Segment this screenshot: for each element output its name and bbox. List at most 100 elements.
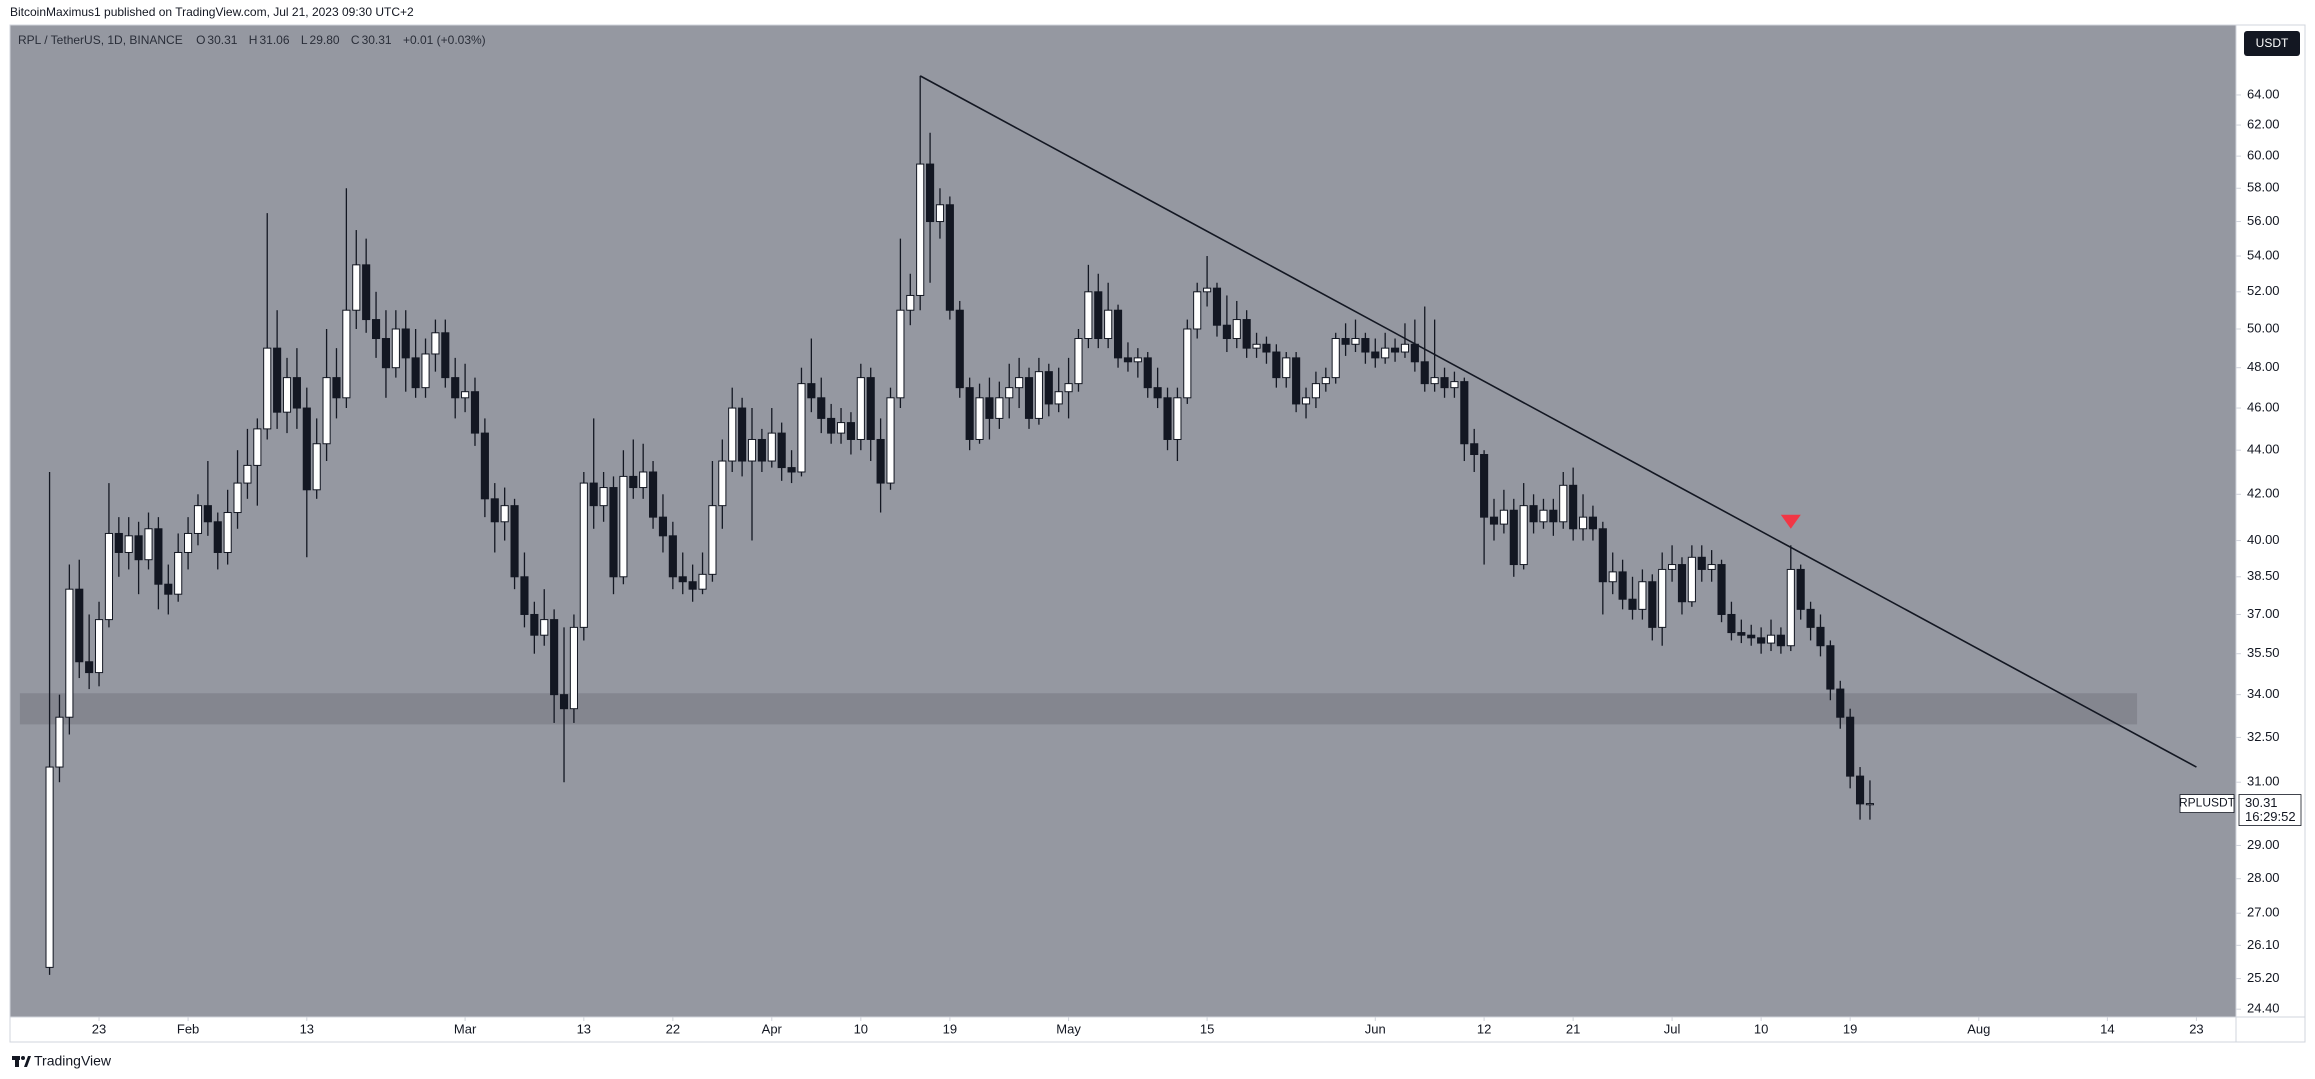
candle-down xyxy=(1272,351,1281,379)
candle-down xyxy=(1648,581,1657,628)
candle-up xyxy=(1104,309,1113,340)
candle-down xyxy=(1796,568,1805,610)
brand-logo xyxy=(12,1056,31,1067)
candle-up xyxy=(619,475,628,578)
candle-down xyxy=(1262,343,1271,353)
y-tick-label: 38.50 xyxy=(2247,568,2280,583)
candle-up xyxy=(174,551,183,595)
candle-down xyxy=(1776,634,1785,647)
candle-down xyxy=(371,319,381,340)
candle-down xyxy=(1480,454,1489,518)
candle-up xyxy=(1687,556,1696,603)
candle-up xyxy=(975,397,984,440)
candle-down xyxy=(1569,484,1578,530)
y-tick-label: 62.00 xyxy=(2247,116,2280,131)
candle-up xyxy=(94,619,104,674)
candle-down xyxy=(470,391,480,434)
candle-down xyxy=(1123,357,1133,363)
candle-up xyxy=(184,532,193,553)
candle-down xyxy=(649,471,658,518)
candle-down xyxy=(520,576,529,615)
candle-down xyxy=(401,328,410,359)
candle-down xyxy=(1855,775,1865,805)
candle-down xyxy=(1628,598,1637,610)
x-tick-label: 22 xyxy=(666,1021,680,1036)
legend-key: C xyxy=(351,33,360,47)
legend-value: 31.06 xyxy=(259,33,289,47)
candle-down xyxy=(827,417,836,434)
candle-up xyxy=(193,505,203,534)
y-tick-label: 44.00 xyxy=(2247,442,2280,457)
y-tick-label: 26.10 xyxy=(2247,937,2280,952)
candle-down xyxy=(965,387,974,440)
x-tick-label: 23 xyxy=(2189,1021,2203,1036)
legend-key: L xyxy=(301,33,308,47)
y-tick-label: 64.00 xyxy=(2247,86,2280,101)
candle-down xyxy=(1737,632,1746,636)
candle-up xyxy=(461,391,470,399)
frame xyxy=(9,24,2306,1043)
y-tick-label: 54.00 xyxy=(2247,247,2280,262)
candle-down xyxy=(1697,556,1706,570)
x-tick-label: 21 xyxy=(1566,1021,1580,1036)
candle-down xyxy=(1836,688,1845,718)
y-tick-label: 28.00 xyxy=(2247,870,2280,885)
candle-up xyxy=(1658,568,1667,628)
candle-down xyxy=(807,383,816,399)
candle-up xyxy=(1301,397,1311,405)
candle-up xyxy=(1450,381,1459,389)
candle-up xyxy=(144,528,153,561)
candle-up xyxy=(1034,371,1043,419)
candle-up xyxy=(1183,328,1192,399)
candle-up xyxy=(282,377,292,413)
candle-up xyxy=(233,482,242,514)
candle-down xyxy=(1440,377,1449,389)
x-tick-label: 10 xyxy=(854,1021,868,1036)
candle-down xyxy=(510,505,519,578)
candle-down xyxy=(1757,637,1766,644)
candle-up xyxy=(263,347,272,430)
candle-up xyxy=(1133,357,1142,363)
candle-up xyxy=(579,482,588,628)
x-tick-label: 13 xyxy=(577,1021,591,1036)
candle-down xyxy=(75,588,84,663)
countdown-label: 16:29:52 xyxy=(2245,809,2296,824)
candle-up xyxy=(935,204,945,223)
candle-down xyxy=(1371,351,1380,359)
candle-up xyxy=(223,512,232,553)
candle-down xyxy=(1163,397,1172,440)
candle-up xyxy=(1054,391,1063,405)
candle-down xyxy=(1509,509,1518,566)
candle-up xyxy=(124,535,133,553)
y-tick-label: 31.00 xyxy=(2247,774,2280,789)
x-tick-label: Feb xyxy=(177,1021,199,1036)
y-tick-label: 32.50 xyxy=(2247,729,2280,744)
currency-label[interactable]: USDT xyxy=(2256,36,2289,50)
y-tick-label: 42.00 xyxy=(2247,486,2280,501)
y-tick-label: 48.00 xyxy=(2247,359,2280,374)
candle-up xyxy=(1865,803,1875,806)
chart-legend: RPL / TetherUS, 1D, BINANCE O 30.31 H 31.0… xyxy=(18,33,486,47)
candle-down xyxy=(955,309,964,389)
candle-down xyxy=(1677,564,1687,603)
candle-up xyxy=(1084,291,1093,340)
y-tick-label: 58.00 xyxy=(2247,180,2280,195)
candle-up xyxy=(797,383,806,473)
candle-down xyxy=(332,377,341,399)
candle-down xyxy=(302,407,311,491)
price-badge xyxy=(2238,794,2302,826)
candle-down xyxy=(1341,338,1350,345)
candle-down xyxy=(1113,309,1123,359)
y-tick-label: 37.00 xyxy=(2247,606,2280,621)
currency-button[interactable] xyxy=(2244,31,2300,56)
candle-up xyxy=(747,438,757,462)
candle-down xyxy=(1024,377,1034,419)
rejection-arrow xyxy=(1780,514,1801,529)
candle-up xyxy=(431,332,440,355)
trendline xyxy=(919,75,2197,768)
legend-value: 30.31 xyxy=(207,33,237,47)
y-tick-label: 29.00 xyxy=(2247,837,2280,852)
candle-down xyxy=(846,422,855,440)
candle-down xyxy=(678,576,687,583)
